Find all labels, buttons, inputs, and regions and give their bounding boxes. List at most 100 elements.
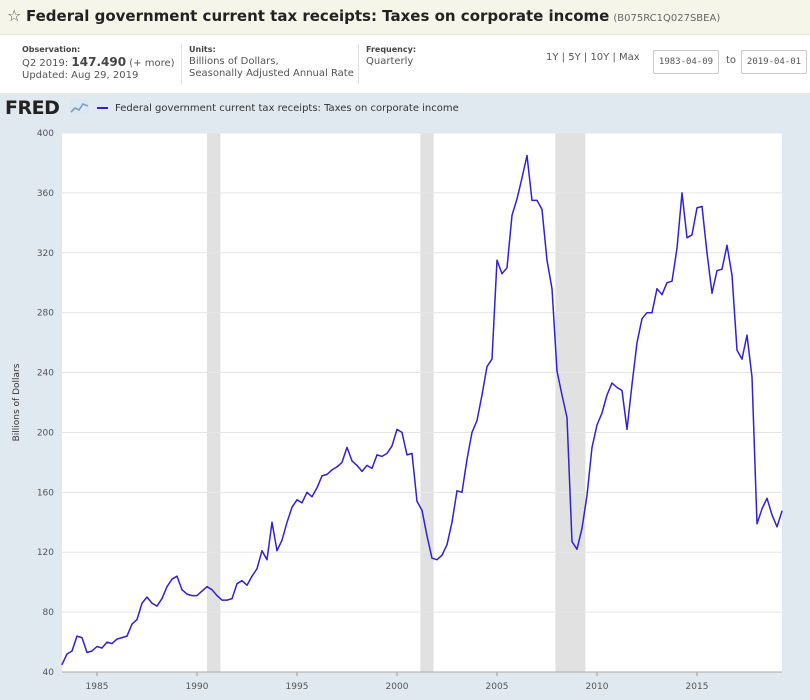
- data-point: [531, 199, 533, 201]
- y-tick-label: 400: [37, 129, 54, 139]
- data-point: [781, 510, 783, 512]
- x-tick-label: 1995: [286, 682, 309, 692]
- more-link[interactable]: (+ more): [129, 58, 175, 69]
- recession-band: [420, 133, 434, 672]
- data-point: [76, 635, 78, 637]
- data-point: [621, 389, 623, 392]
- y-tick-label: 240: [37, 369, 54, 379]
- data-point: [556, 370, 558, 372]
- data-point: [631, 383, 633, 386]
- data-point: [366, 464, 368, 466]
- data-point: [231, 598, 233, 600]
- data-point: [331, 469, 333, 471]
- data-point: [296, 499, 298, 501]
- divider: [358, 44, 359, 84]
- data-point: [456, 490, 458, 492]
- data-point: [316, 487, 318, 489]
- data-point: [731, 274, 733, 276]
- data-point: [176, 575, 178, 577]
- data-point: [596, 424, 598, 426]
- data-point: [571, 541, 573, 543]
- data-point: [776, 526, 778, 528]
- frequency-value: Quarterly: [366, 56, 414, 67]
- range-5y-button[interactable]: 5Y: [568, 52, 581, 63]
- data-point: [491, 358, 493, 360]
- data-point: [701, 205, 703, 207]
- data-point: [686, 237, 688, 239]
- range-10y-button[interactable]: 10Y: [590, 52, 610, 63]
- data-point: [666, 282, 668, 284]
- data-point: [751, 376, 753, 378]
- data-point: [526, 154, 528, 157]
- data-point: [406, 454, 408, 456]
- range-max-button[interactable]: Max: [619, 52, 640, 63]
- range-selector: 1Y | 5Y | 10Y | Max: [546, 52, 640, 63]
- data-point: [381, 455, 383, 457]
- observation-value: 147.490: [71, 55, 127, 69]
- data-point: [471, 431, 473, 434]
- data-point: [206, 586, 208, 588]
- star-icon[interactable]: ☆: [7, 6, 22, 25]
- date-from-input[interactable]: 1983-04-09: [653, 50, 719, 74]
- data-point: [516, 198, 518, 200]
- y-tick-label: 80: [43, 608, 55, 618]
- fred-logo[interactable]: FRED: [5, 97, 60, 119]
- data-point: [451, 521, 453, 523]
- data-point: [676, 247, 678, 249]
- data-point: [326, 473, 328, 475]
- legend-label: Federal government current tax receipts:…: [115, 103, 459, 114]
- data-point: [161, 598, 163, 600]
- units-line-2: Seasonally Adjusted Annual Rate: [189, 68, 354, 79]
- data-point: [656, 288, 658, 290]
- data-point: [376, 454, 378, 456]
- data-point: [586, 494, 588, 496]
- data-point: [561, 394, 563, 396]
- data-point: [241, 580, 243, 582]
- data-point: [521, 177, 523, 179]
- data-point: [391, 445, 393, 447]
- title-text: Federal government current tax receipts:…: [26, 7, 610, 25]
- x-tick-label: 2010: [586, 682, 609, 692]
- range-1y-button[interactable]: 1Y: [546, 52, 559, 63]
- observation-label: Observation:: [22, 45, 81, 54]
- data-point: [716, 270, 718, 272]
- data-point: [141, 602, 143, 604]
- data-point: [481, 394, 483, 396]
- x-tick-label: 1990: [186, 682, 209, 692]
- data-point: [641, 318, 643, 320]
- data-point: [646, 312, 648, 314]
- y-tick-label: 200: [37, 428, 54, 438]
- data-point: [346, 446, 348, 449]
- data-point: [166, 586, 168, 588]
- x-tick-label: 2005: [486, 682, 509, 692]
- data-point: [651, 312, 653, 314]
- x-tick-label: 1985: [86, 682, 109, 692]
- data-point: [606, 394, 608, 396]
- data-point: [616, 386, 618, 389]
- data-point: [746, 334, 748, 336]
- data-point: [336, 466, 338, 468]
- recession-band: [207, 133, 221, 672]
- data-point: [156, 605, 158, 607]
- data-point: [541, 208, 543, 210]
- data-point: [266, 559, 268, 561]
- data-point: [466, 458, 468, 460]
- data-point: [476, 419, 478, 422]
- data-point: [441, 554, 443, 556]
- data-point: [741, 358, 743, 360]
- data-point: [691, 234, 693, 236]
- data-point: [506, 267, 508, 269]
- data-point: [256, 568, 258, 570]
- date-to-input[interactable]: 2019-04-01: [741, 50, 807, 74]
- title-bar: ☆ Federal government current tax receipt…: [0, 0, 810, 35]
- data-point: [281, 539, 283, 541]
- date-to-label: to: [726, 55, 737, 66]
- data-point: [566, 416, 568, 419]
- frequency-label: Frequency:: [366, 45, 417, 54]
- data-point: [601, 412, 603, 414]
- data-point: [421, 509, 423, 511]
- y-tick-label: 280: [37, 309, 54, 319]
- data-point: [226, 599, 228, 601]
- data-point: [436, 559, 438, 561]
- data-point: [236, 583, 238, 585]
